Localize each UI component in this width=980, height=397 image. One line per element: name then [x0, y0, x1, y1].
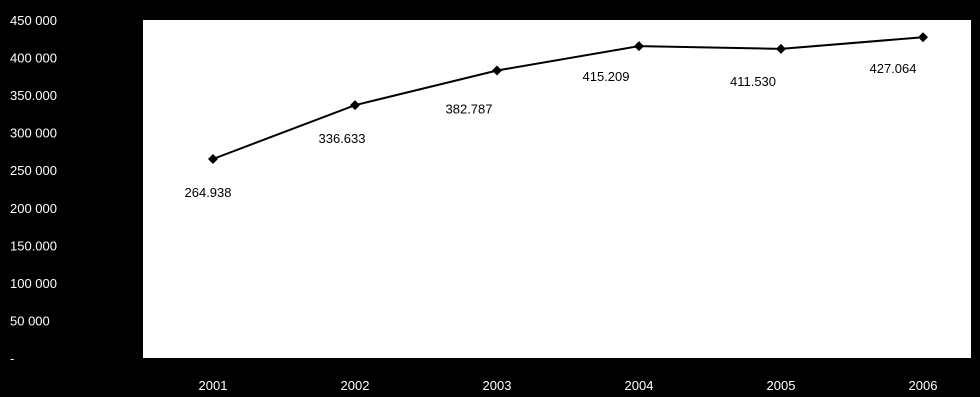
x-tick-label: 2005 [767, 378, 796, 393]
x-axis-ticks: 2001 2002 2003 2004 2005 2006 [199, 378, 938, 393]
y-tick-label: 150.000 [10, 238, 57, 253]
y-tick-label: 50 000 [10, 313, 50, 328]
x-tick-label: 2001 [199, 378, 228, 393]
x-tick-label: 2004 [625, 378, 654, 393]
x-tick-label: 2002 [341, 378, 370, 393]
data-point-marker [918, 32, 928, 43]
data-point-marker [634, 41, 644, 52]
data-label: 382.787 [446, 101, 493, 116]
y-tick-label: 350.000 [10, 88, 57, 103]
y-tick-label: - [10, 351, 14, 366]
x-tick-label: 2006 [909, 378, 938, 393]
series-line [212, 36, 924, 160]
data-label: 427.064 [870, 61, 917, 76]
y-tick-label: 200 000 [10, 201, 57, 216]
data-point-marker [776, 43, 786, 54]
x-tick-label: 2003 [483, 378, 512, 393]
y-tick-label: 450 000 [10, 13, 57, 28]
data-point-marker [492, 65, 502, 76]
y-tick-label: 400 000 [10, 51, 57, 66]
data-point-marker [350, 100, 360, 111]
data-label: 411.530 [730, 74, 776, 89]
y-tick-label: 100 000 [10, 276, 57, 291]
plot-area [143, 20, 971, 358]
y-tick-label: 300 000 [10, 126, 57, 141]
y-tick-label: 250 000 [10, 163, 57, 178]
data-label: 415.209 [583, 69, 630, 84]
data-point-marker [208, 154, 218, 165]
series-layer: 264.938 336.633 382.787 415.209 411.530 427.0… [185, 32, 928, 200]
data-label: 264.938 [185, 185, 232, 200]
y-axis-ticks: - 50 000 100 000 150.000 200 000 250 000 300 0… [10, 13, 57, 366]
data-label: 336.633 [319, 131, 366, 146]
